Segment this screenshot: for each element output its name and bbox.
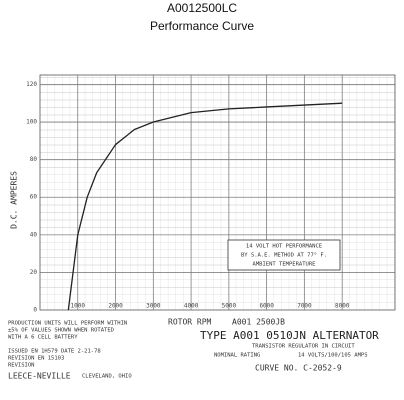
y-axis-label: D.C. AMPERES — [10, 171, 19, 229]
city: CLEVELAND, OHIO — [82, 374, 132, 380]
issued: ISSUED EN 1H579 DATE 2-21-78 — [8, 349, 101, 355]
note: PRODUCTION UNITS WILL PERFORM WITHIN — [8, 321, 127, 327]
y-tick-label: 0 — [33, 307, 37, 314]
x-axis-label: ROTOR RPM — [168, 318, 212, 327]
x-tick-label: 1000 — [71, 303, 86, 310]
x-tick-label: 8000 — [335, 303, 350, 310]
x-tick-label: 5000 — [222, 303, 237, 310]
y-tick-label: 80 — [30, 156, 38, 163]
x-tick-label: 7000 — [297, 303, 312, 310]
x-tick-label: 4000 — [184, 303, 199, 310]
chart-title: A0012500LC — [167, 1, 237, 15]
chart-subtitle: Performance Curve — [150, 19, 254, 33]
note: ±5% OF VALUES SHOWN WHEN ROTATED — [8, 328, 114, 334]
revision: REVISION — [8, 363, 35, 369]
box-line: AMBIENT TEMPERATURE — [253, 262, 316, 268]
regulator: TRANSISTOR REGULATOR IN CIRCUIT — [252, 344, 355, 350]
plot-area — [39, 74, 396, 311]
x-tick-label: 6000 — [259, 303, 274, 310]
curve-no: CURVE NO. C-2052-9 — [255, 364, 342, 373]
note: WITH A 6 CELL BATTERY — [8, 335, 78, 341]
y-tick-label: 60 — [30, 194, 38, 201]
maker: LEECE-NEVILLE — [8, 372, 71, 381]
y-tick-label: 40 — [30, 231, 38, 238]
box-line: 14 VOLT HOT PERFORMANCE — [246, 244, 322, 250]
x-tick-label: 3000 — [146, 303, 161, 310]
y-tick-label: 100 — [26, 119, 37, 126]
rating: 14 VOLTS/100/105 AMPS — [298, 353, 368, 359]
revision: REVISION EN 15103 — [8, 356, 64, 362]
box-line: BY S.A.E. METHOD AT 77° F. — [241, 253, 327, 259]
note-box — [227, 239, 341, 271]
y-tick-label: 120 — [26, 81, 37, 88]
rating-label: NOMINAL RATING — [214, 353, 260, 359]
x-tick-label: 2000 — [108, 303, 123, 310]
model: A001 2500JB — [232, 318, 285, 327]
y-tick-label: 20 — [30, 269, 38, 276]
curve — [67, 102, 343, 311]
type-line: TYPE A001 0510JN ALTERNATOR — [200, 329, 379, 342]
